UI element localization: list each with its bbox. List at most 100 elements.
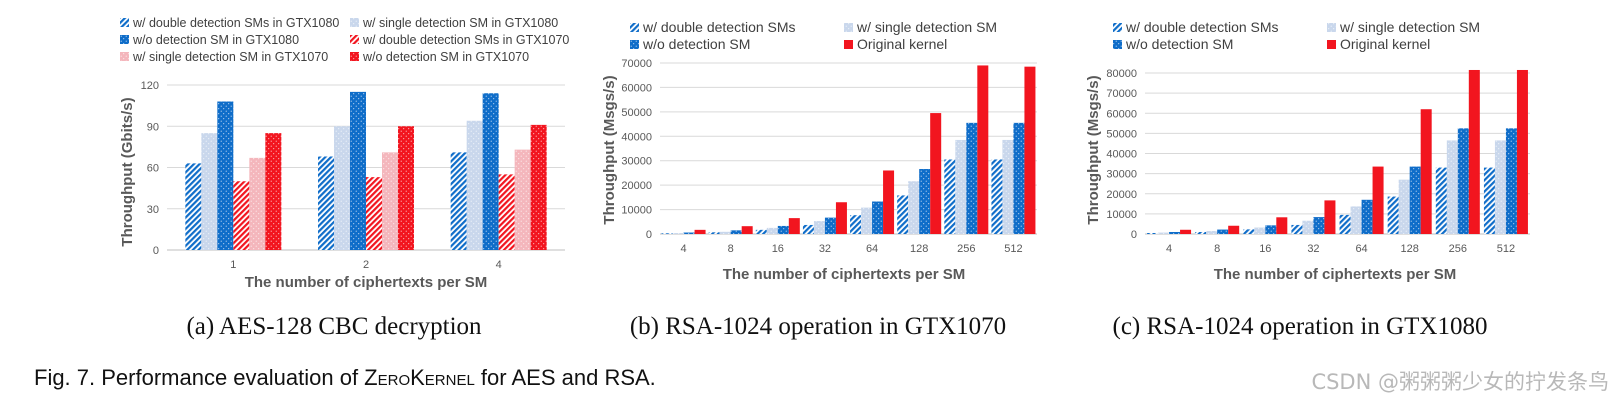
- bar: [398, 126, 414, 250]
- bar: [466, 120, 483, 250]
- bar: [1350, 206, 1362, 234]
- bar: [719, 231, 731, 234]
- x-tick-label: 128: [1401, 243, 1419, 255]
- legend-label: w/o detection SM: [1125, 36, 1233, 52]
- x-tick-label: 512: [1004, 243, 1022, 255]
- bar: [530, 124, 547, 250]
- legend-label: w/o detection SM: [642, 36, 750, 52]
- bar: [1228, 225, 1240, 234]
- bar: [1024, 66, 1036, 235]
- bar: [1387, 196, 1399, 234]
- x-tick-label: 256: [1449, 243, 1467, 255]
- caption-system-name: ZeroKernel: [364, 365, 475, 390]
- legend-label: w/ double detection SMs: [642, 19, 796, 35]
- bar: [1254, 227, 1266, 234]
- y-tick-label: 20000: [1106, 189, 1137, 201]
- y-tick-label: 10000: [1106, 209, 1137, 221]
- bar: [672, 233, 684, 234]
- subcaption-c: (c) RSA-1024 operation in GTX1080: [1113, 313, 1488, 340]
- bar: [482, 93, 499, 250]
- bar: [1147, 232, 1159, 234]
- bar: [1302, 220, 1314, 234]
- chart-panel-rsa1080: 0 10000 20000 30000 40000 50000 60000 70000 8000…: [1085, 19, 1530, 340]
- subcaption-a: (a) AES-128 CBC decryption: [186, 313, 482, 340]
- bar: [741, 226, 753, 234]
- bar: [498, 174, 515, 250]
- y-tick-label: 30000: [621, 156, 652, 168]
- legend-label: Original kernel: [1340, 36, 1430, 52]
- legend-swatch: [1113, 23, 1122, 32]
- bar: [366, 177, 382, 250]
- y-tick-label: 70000: [621, 58, 652, 70]
- bar: [708, 232, 720, 234]
- bar: [955, 139, 967, 234]
- legend-label: w/o detection SM in GTX1070: [362, 50, 529, 64]
- y-tick-label: 70000: [1106, 88, 1137, 100]
- legend-label: w/ single detection SM in GTX1070: [132, 50, 328, 64]
- bar: [1291, 224, 1303, 234]
- bar: [1180, 229, 1192, 234]
- bar: [185, 163, 202, 250]
- y-tick-label: 50000: [621, 107, 652, 119]
- y-tick-label: 60000: [621, 82, 652, 94]
- legend-swatch: [120, 18, 129, 27]
- bar: [861, 207, 873, 234]
- bar: [930, 113, 942, 234]
- bar: [450, 152, 467, 250]
- bar: [1206, 230, 1218, 234]
- bar: [201, 133, 218, 250]
- y-tick-label: 60: [147, 163, 159, 175]
- legend-swatch: [1113, 40, 1122, 49]
- bar: [919, 169, 931, 234]
- legend-label: w/ single detection SM: [1339, 19, 1480, 35]
- x-tick-label: 8: [1214, 243, 1220, 255]
- legend-label: w/ double detection SMs in GTX1070: [362, 33, 569, 47]
- x-tick-label: 4: [681, 243, 687, 255]
- legend-swatch: [630, 40, 639, 49]
- bar: [966, 122, 978, 234]
- bar: [233, 181, 250, 250]
- bar: [249, 157, 266, 250]
- legend-swatch: [844, 23, 853, 32]
- bar: [1313, 217, 1325, 234]
- bar: [766, 227, 778, 234]
- bar: [1494, 140, 1506, 234]
- watermark: CSDN @粥粥粥少女的拧发条鸟: [1311, 370, 1609, 394]
- bar: [661, 233, 673, 234]
- y-axis-label: Throughput (Gbits/s): [119, 97, 136, 246]
- y-tick-label: 40000: [1106, 149, 1137, 161]
- x-tick-label: 128: [910, 243, 928, 255]
- caption-suffix: for AES and RSA.: [474, 365, 656, 390]
- legend-swatch: [350, 18, 359, 27]
- y-tick-label: 0: [153, 245, 159, 257]
- bar: [1158, 232, 1170, 234]
- bar: [334, 126, 350, 250]
- bar: [1420, 109, 1432, 234]
- bar: [382, 152, 398, 250]
- x-tick-label: 64: [1355, 243, 1367, 255]
- y-tick-label: 60000: [1106, 108, 1137, 120]
- bar: [217, 101, 234, 250]
- x-tick-label: 256: [957, 243, 975, 255]
- bar: [1195, 231, 1207, 234]
- legend-swatch: [350, 52, 359, 61]
- legend-swatch: [630, 23, 639, 32]
- bar: [991, 159, 1003, 234]
- bar: [883, 170, 895, 234]
- bar: [318, 156, 334, 250]
- legend-swatch: [1327, 40, 1336, 49]
- y-tick-label: 120: [141, 80, 159, 92]
- bar: [1435, 167, 1447, 234]
- bar: [897, 195, 909, 234]
- bar: [694, 229, 706, 234]
- bar: [1457, 128, 1469, 234]
- x-tick-label: 32: [1307, 243, 1319, 255]
- bar: [1002, 139, 1014, 234]
- bar: [265, 133, 282, 250]
- x-tick-label: 8: [728, 243, 734, 255]
- y-axis-label: Throughput (Msgs/s): [1085, 75, 1102, 224]
- legend-swatch: [1327, 23, 1336, 32]
- bar: [813, 221, 825, 234]
- x-tick-label: 512: [1497, 243, 1515, 255]
- bar: [977, 65, 989, 234]
